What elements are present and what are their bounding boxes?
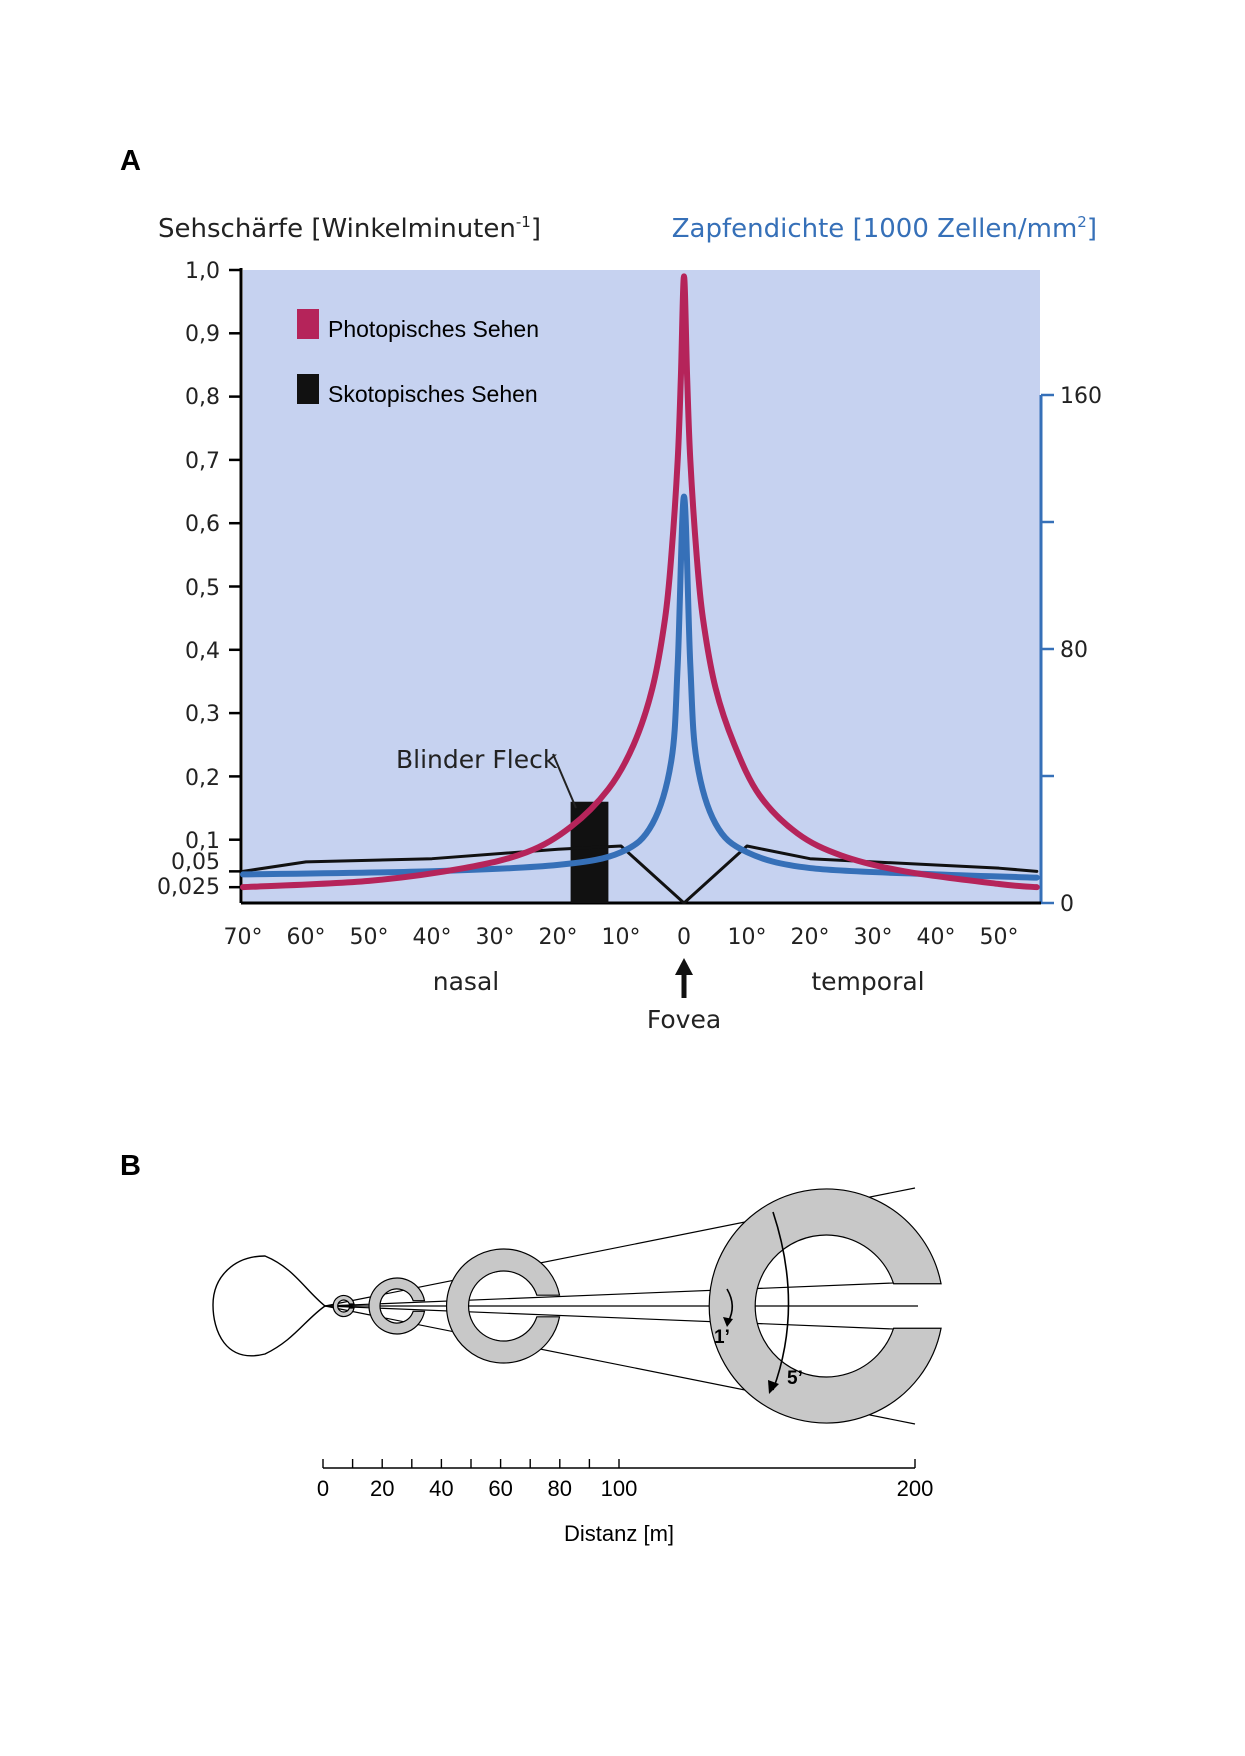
landolt-ring-20m: [332, 1294, 355, 1318]
scale-tick-label: 60: [488, 1476, 512, 1501]
left-tick-label: 0,025: [157, 875, 220, 900]
angle-label-1min: 1’: [714, 1327, 730, 1348]
angle-arc-1min: [723, 1288, 734, 1327]
x-tick-label: 20°: [791, 925, 830, 950]
right-tick-label: 160: [1060, 384, 1102, 409]
x-tick-label: 30°: [476, 925, 515, 950]
right-axis-ticks: 160 80 0: [1041, 384, 1102, 917]
cone-density-curve: [240, 493, 1040, 881]
plot-area: [243, 270, 1040, 903]
x-tick-label: 10°: [602, 925, 641, 950]
left-tick-label: 0,4: [185, 639, 220, 664]
left-tick-label: 0,5: [185, 576, 220, 601]
x-tick-label: 20°: [539, 925, 578, 950]
legend-label-photopic: Photopisches Sehen: [328, 316, 539, 342]
landolt-ring-100m: [445, 1248, 561, 1364]
scale-tick-label: 40: [429, 1476, 453, 1501]
scale-tick-label: 20: [370, 1476, 394, 1501]
x-axis-ticks: 70° 60° 50° 40° 30° 20° 10° 0 10° 20° 30° 40° 50°: [224, 925, 1019, 950]
legend-swatch-scotopic: [297, 374, 319, 404]
nasal-label: nasal: [433, 967, 499, 996]
blind-spot-label: Blinder Fleck: [396, 745, 558, 774]
fovea-arrow-icon: [675, 958, 693, 998]
x-tick-label: 40°: [917, 925, 956, 950]
left-tick-label: 0,05: [171, 850, 220, 875]
left-tick-label: 0,8: [185, 385, 220, 410]
legend-swatch-photopic: [297, 309, 319, 339]
distance-axis-label: Distanz [m]: [564, 1521, 674, 1546]
fovea-label: Fovea: [647, 1005, 721, 1034]
left-tick-label: 0,7: [185, 449, 220, 474]
x-tick-label: 50°: [980, 925, 1019, 950]
x-tick-label: 10°: [728, 925, 767, 950]
photopic-curve: [240, 273, 1040, 891]
angle-label-5min: 5’: [787, 1368, 803, 1389]
plot-curves: [240, 273, 1040, 905]
left-tick-label: 0,3: [185, 702, 220, 727]
distance-scale-ticks: 0 20 40 60 80 100 200: [317, 1459, 933, 1501]
x-tick-label: 50°: [350, 925, 389, 950]
scotopic-curve: [241, 844, 1039, 905]
landolt-ring-200m: [708, 1188, 942, 1424]
right-tick-label: 0: [1060, 892, 1074, 917]
scale-tick-label: 80: [548, 1476, 572, 1501]
right-axis-title: Zapfendichte [1000 Zellen/mm2]: [672, 213, 1097, 244]
angle-arc-5min: [768, 1211, 790, 1394]
x-tick-label: 0: [677, 925, 691, 950]
left-tick-label: 0,2: [185, 766, 220, 791]
landolt-ring-50m: [368, 1277, 426, 1335]
blind-spot-bar: [570, 801, 609, 903]
scale-tick-label: 200: [897, 1476, 934, 1501]
temporal-label: temporal: [811, 967, 924, 996]
scale-tick-label: 100: [601, 1476, 638, 1501]
panel-b-letter: B: [120, 1150, 141, 1182]
x-tick-label: 70°: [224, 925, 263, 950]
scale-tick-label: 0: [317, 1476, 329, 1501]
left-axis-ticks: 1,0 0,9 0,8 0,7 0,6 0,5 0,4 0,3 0,2 0,10,050,025: [157, 259, 241, 900]
left-tick-label: 1,0: [185, 259, 220, 284]
eye-icon: [212, 1255, 327, 1357]
left-tick-label: 0,9: [185, 322, 220, 347]
right-tick-label: 80: [1060, 638, 1088, 663]
legend-label-scotopic: Skotopisches Sehen: [328, 381, 538, 407]
left-axis-title: Sehschärfe [Winkelminuten-1]: [158, 213, 541, 244]
x-tick-label: 60°: [287, 925, 326, 950]
x-tick-label: 30°: [854, 925, 893, 950]
left-tick-label: 0,1: [185, 829, 220, 854]
x-tick-label: 40°: [413, 925, 452, 950]
left-tick-label: 0,6: [185, 512, 220, 537]
panel-a-letter: A: [120, 145, 141, 177]
blind-spot-pointer: [552, 753, 577, 809]
landolt-rings: [332, 1188, 942, 1424]
